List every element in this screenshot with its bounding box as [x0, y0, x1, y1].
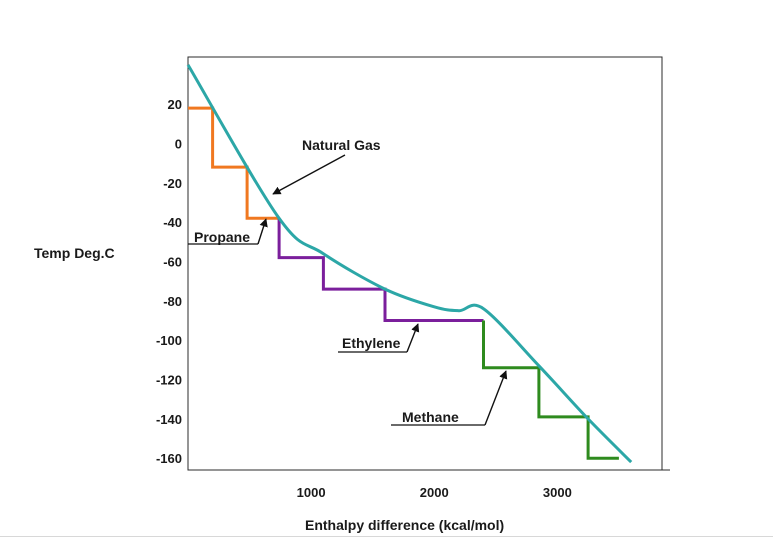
propane-label: Propane — [194, 229, 250, 245]
y-tick-label: -80 — [163, 294, 182, 309]
natural-gas-curve — [186, 64, 633, 464]
methane-arrow — [484, 370, 508, 426]
x-tick-label: 3000 — [543, 485, 572, 500]
natural-gas-label: Natural Gas — [302, 137, 381, 153]
propane-step-line — [188, 106, 280, 220]
ethylene-step-line — [277, 218, 484, 322]
methane-label: Methane — [402, 409, 459, 425]
propane-arrow — [257, 218, 268, 245]
methane-step-line — [482, 320, 619, 460]
y-tick-label: -160 — [156, 451, 182, 466]
x-tick-label: 1000 — [297, 485, 326, 500]
plot-frame — [187, 56, 663, 471]
y-tick-label: -120 — [156, 373, 182, 388]
y-tick-label: 20 — [168, 97, 182, 112]
y-tick-label: -60 — [163, 255, 182, 270]
y-tick-label: 0 — [175, 137, 182, 152]
y-tick-label: -140 — [156, 412, 182, 427]
y-axis-title: Temp Deg.C — [34, 245, 115, 261]
bottom-rule — [0, 536, 773, 537]
ethylene-arrow — [406, 323, 420, 353]
y-tick-label: -100 — [156, 333, 182, 348]
y-tick-label: -40 — [163, 215, 182, 230]
y-tick-label: -20 — [163, 176, 182, 191]
natural-gas-arrow — [272, 154, 346, 195]
x-axis-title: Enthalpy difference (kcal/mol) — [305, 517, 504, 533]
x-tick-label: 2000 — [420, 485, 449, 500]
ethylene-label: Ethylene — [342, 335, 401, 351]
